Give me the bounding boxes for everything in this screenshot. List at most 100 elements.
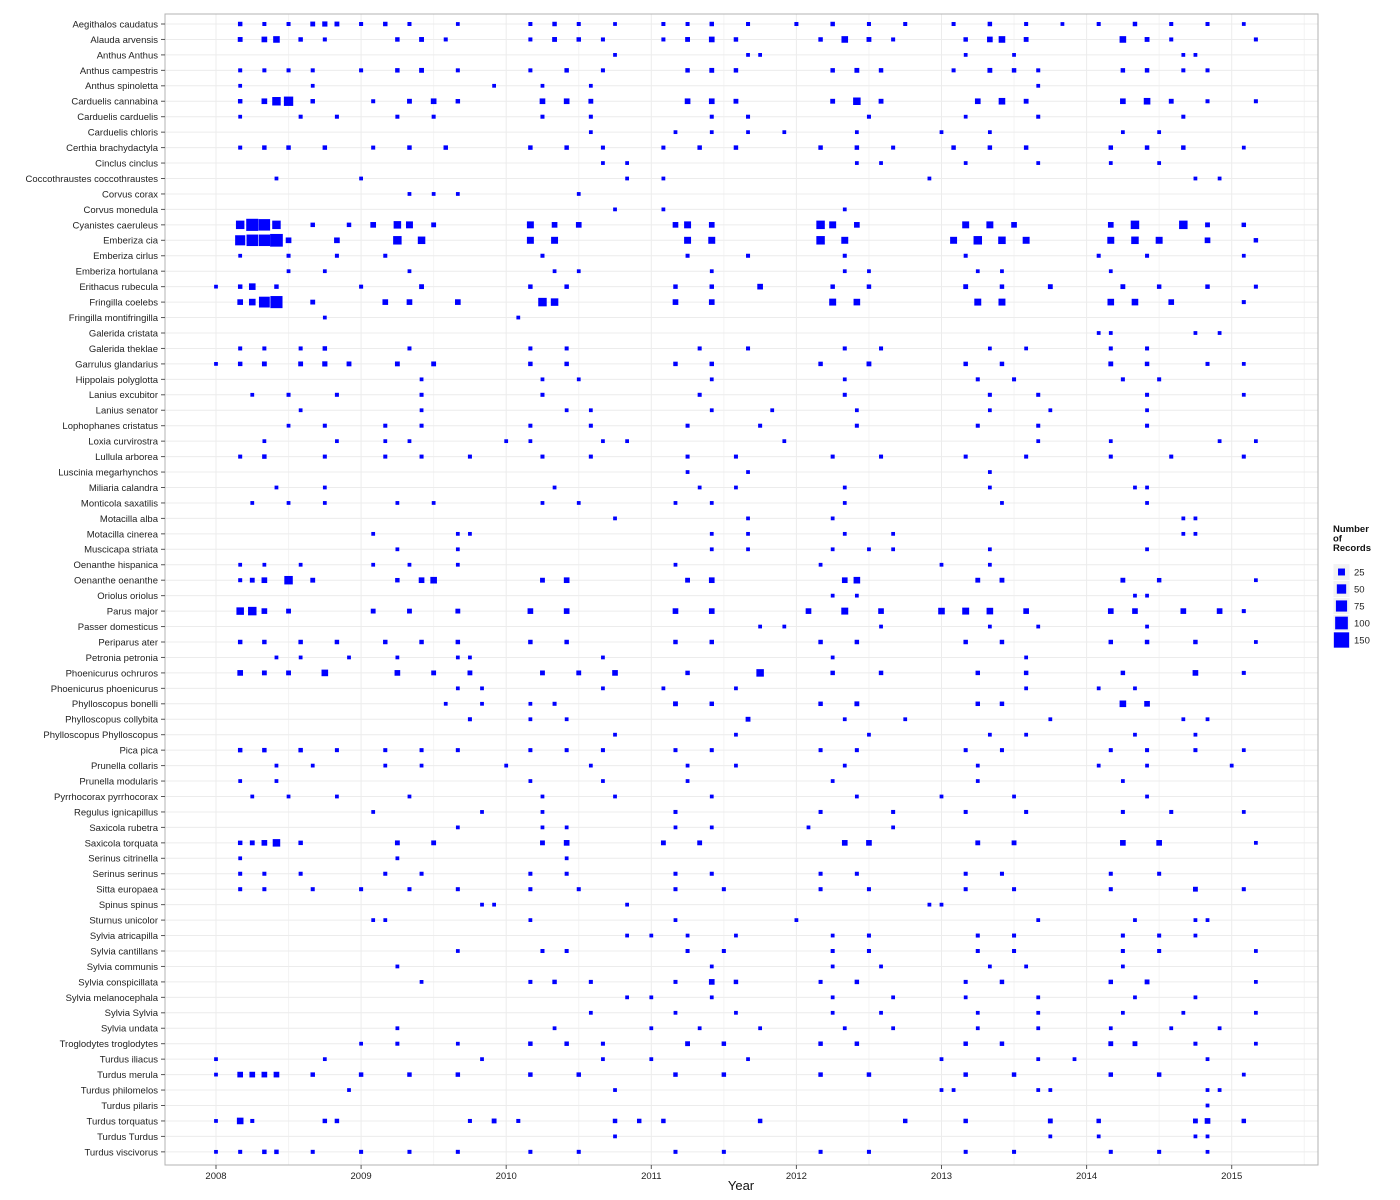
record-point (962, 607, 970, 615)
record-point (987, 485, 992, 490)
record-point (564, 856, 569, 861)
record-point (999, 871, 1004, 876)
record-point (248, 298, 256, 306)
record-point (746, 1057, 750, 1062)
record-point (1024, 21, 1029, 27)
record-point (672, 608, 679, 614)
record-point (636, 1118, 642, 1124)
record-point (854, 794, 859, 799)
legend-marker (1336, 584, 1347, 594)
record-point (1024, 655, 1029, 660)
record-point (601, 779, 605, 783)
record-point (246, 234, 259, 247)
record-point (878, 608, 884, 614)
record-point (829, 221, 837, 229)
species-label: Sturnus unicolor (89, 916, 158, 927)
record-point (1205, 717, 1210, 722)
record-point (407, 608, 412, 614)
record-point (262, 346, 267, 351)
record-point (818, 361, 823, 367)
record-point (697, 346, 702, 351)
record-point (746, 516, 750, 521)
record-point (649, 933, 654, 938)
x-tick-label: 2010 (496, 1171, 517, 1182)
record-point (370, 222, 377, 228)
record-point (987, 36, 993, 43)
record-point (1120, 98, 1126, 105)
record-point (721, 1149, 726, 1154)
species-label: Turdus iliacus (100, 1055, 159, 1066)
record-point (987, 408, 992, 413)
record-point (1241, 222, 1247, 228)
record-point (708, 98, 715, 105)
record-point (564, 717, 569, 722)
record-point (285, 237, 292, 244)
species-label: Anthus spinoletta (85, 81, 159, 92)
record-point (298, 361, 304, 367)
record-point (528, 37, 533, 42)
record-point (1145, 593, 1149, 598)
record-point (334, 1118, 340, 1124)
species-label: Phoenicurus ochruros (66, 668, 159, 679)
record-point (1047, 284, 1053, 290)
record-point (528, 639, 533, 645)
record-point (746, 130, 750, 135)
record-point (540, 83, 545, 88)
record-point (684, 98, 691, 105)
record-point (999, 639, 1005, 645)
record-point (1120, 284, 1126, 290)
record-point (468, 655, 472, 660)
record-point (1193, 53, 1198, 57)
record-point (842, 501, 847, 505)
record-point (1144, 361, 1150, 367)
record-point (322, 346, 328, 351)
record-point (782, 130, 787, 135)
record-point (661, 1118, 666, 1124)
record-point (746, 21, 751, 27)
record-point (1036, 1088, 1041, 1092)
record-point (564, 825, 569, 830)
record-point (939, 902, 944, 907)
species-label: Certhia brachydactyla (66, 143, 159, 154)
record-point (261, 36, 268, 43)
record-point (1012, 1149, 1017, 1154)
record-point (649, 1026, 654, 1031)
species-axis: Aegithalos caudatus Alauda arvensis Anthus… (25, 19, 165, 1158)
record-point (600, 145, 605, 150)
record-point (866, 1072, 872, 1077)
species-label: Aegithalos caudatus (72, 19, 158, 30)
record-point (467, 1118, 472, 1123)
record-point (1253, 439, 1258, 444)
record-point (1253, 284, 1258, 289)
record-point (684, 221, 692, 229)
record-point (1229, 763, 1234, 768)
record-point (1108, 161, 1113, 165)
record-point (879, 964, 883, 969)
record-point (1048, 717, 1053, 722)
record-point (455, 68, 460, 73)
record-point (1023, 98, 1029, 104)
record-point (1205, 68, 1210, 73)
record-point (854, 222, 860, 228)
record-point (975, 840, 981, 846)
record-point (576, 501, 581, 505)
record-point (613, 1088, 617, 1092)
record-point (540, 810, 545, 814)
record-point (818, 701, 823, 707)
record-point (1180, 608, 1187, 614)
record-point (564, 145, 569, 150)
record-point (1217, 1026, 1222, 1031)
record-point (1241, 362, 1246, 366)
record-point (998, 298, 1006, 306)
record-point (383, 918, 388, 922)
record-point (455, 639, 461, 645)
record-point (697, 485, 702, 490)
plot-panel-border (164, 13, 1319, 1166)
record-point (830, 21, 835, 27)
record-point (879, 454, 884, 459)
record-point (612, 670, 618, 676)
record-point (262, 1149, 267, 1155)
record-point (249, 1071, 256, 1078)
